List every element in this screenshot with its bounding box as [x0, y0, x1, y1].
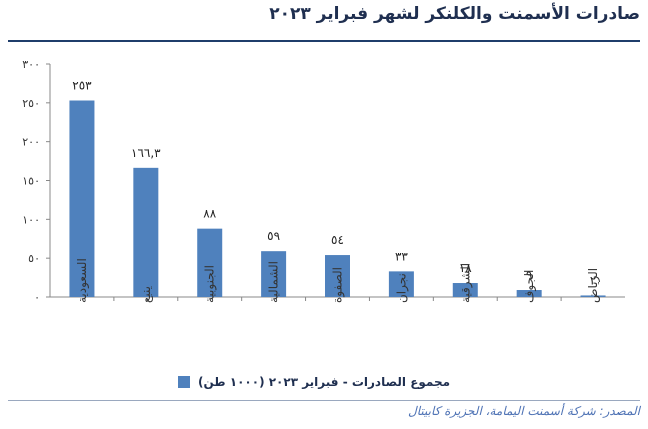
x-tick-label: الرياض	[586, 268, 601, 303]
data-label: ٨٨	[203, 207, 216, 221]
y-tick-label: ٢٠٠	[22, 136, 40, 149]
bar	[69, 100, 95, 298]
x-tick-label: الجنوبية	[203, 265, 218, 303]
y-tick-label: ١٠٠	[22, 213, 40, 226]
bar	[516, 290, 542, 297]
bar	[580, 295, 606, 297]
y-tick-label: ٢٥٠	[22, 97, 40, 110]
data-label: ٥٤	[331, 233, 344, 247]
footer-divider	[8, 400, 640, 401]
data-label: ٣٣	[395, 249, 408, 263]
chart-title: صادرات الأسمنت والكلنكر لشهر فبراير ٢٠٢٣	[269, 4, 640, 24]
bar	[325, 255, 350, 297]
bar	[133, 167, 159, 297]
data-label: ٩	[526, 268, 532, 282]
x-tick-label: الشمالية	[267, 261, 281, 303]
x-tick-label: ينبع	[139, 286, 153, 303]
bar-chart: ٠ ٥٠ ١٠٠ ١٥٠ ٢٠٠ ٢٥٠ ٣٠٠ ٢٥٣ السعودية ١٦٦,٣ ينبع ٨٨…	[22, 58, 625, 304]
data-label: ٥٩	[267, 229, 280, 243]
x-tick-label: الشرقية	[458, 263, 473, 303]
x-tick-label: السعودية	[75, 258, 90, 303]
y-tick-label: ٠	[34, 291, 40, 304]
y-tick-label: ١٥٠	[22, 175, 40, 188]
bar	[197, 228, 223, 297]
x-tick-label: الصفوة	[331, 267, 346, 303]
y-tick-label: ٥٠	[28, 252, 40, 265]
legend: مجموع الصادرات - فبراير ٢٠٢٣ (١٠٠٠ طن)	[178, 373, 450, 391]
y-tick-label: ٣٠٠	[22, 58, 40, 71]
x-tick-label: نجران	[394, 273, 409, 303]
data-label: ١٦٦,٣	[131, 146, 161, 160]
data-label: ١٨	[459, 261, 472, 275]
legend-label: مجموع الصادرات - فبراير ٢٠٢٣ (١٠٠٠ طن)	[198, 375, 451, 389]
source-note: المصدر: شركة أسمنت اليمامة، الجزيرة كابي…	[408, 404, 640, 418]
bar	[261, 251, 287, 297]
bar	[452, 283, 478, 297]
data-label: ٢	[590, 273, 596, 287]
title-divider	[8, 40, 640, 42]
data-label: ٢٥٣	[72, 79, 92, 93]
legend-swatch	[178, 376, 190, 388]
x-tick-label: الجوف	[522, 270, 537, 303]
bar	[388, 271, 414, 297]
